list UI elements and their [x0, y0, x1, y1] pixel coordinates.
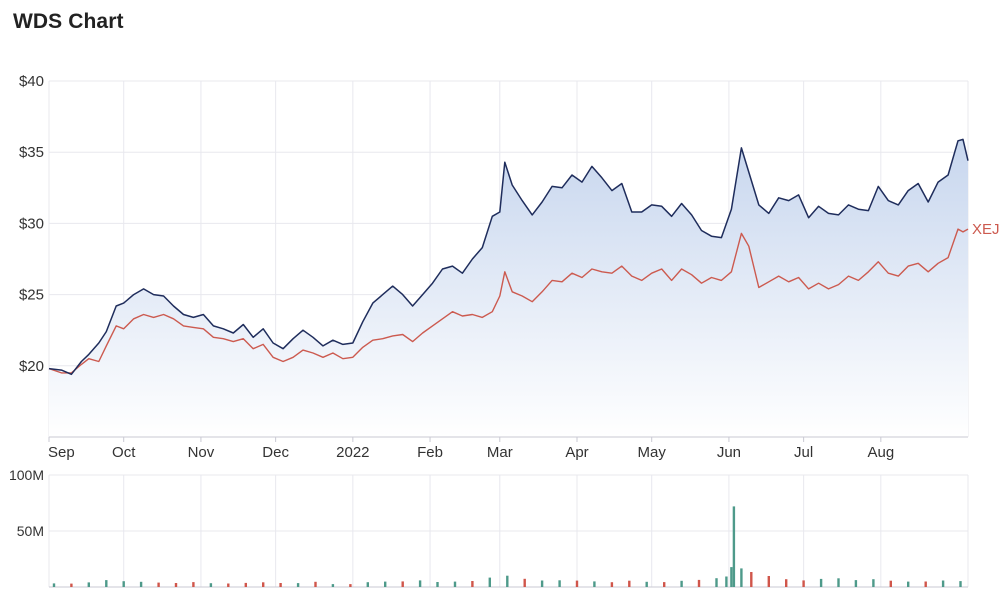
volume-bar [730, 567, 733, 587]
xej-series-label: XEJ [972, 221, 1000, 238]
volume-bar [105, 580, 108, 587]
axes: $40 $35 $30 $25 $20 Sep Oct Nov Dec 2022 Feb Mar Apr… [9, 73, 1000, 539]
volume-bar [506, 575, 509, 587]
volume-bar [837, 578, 840, 587]
volume-bar [262, 582, 265, 587]
price-area-fill [49, 139, 968, 437]
x-tick-label: Jun [717, 444, 741, 461]
price-y-tick-label: $35 [19, 144, 44, 161]
volume-bar [854, 580, 858, 587]
volume-bar [436, 582, 439, 587]
volume-bar [889, 580, 892, 587]
volume-bar [819, 578, 823, 587]
volume-bar [628, 580, 631, 587]
volume-bar [488, 577, 491, 587]
chart-title: WDS Chart [13, 10, 124, 33]
volume-bar [523, 578, 526, 587]
price-y-tick-label: $40 [19, 73, 44, 90]
volume-bar [785, 579, 788, 587]
volume-y-tick-label: 100M [9, 467, 44, 483]
x-tick-label: May [638, 444, 667, 461]
volume-bar [366, 582, 369, 587]
wds-series-line [48, 138, 969, 376]
volume-bar [349, 584, 352, 587]
volume-bar [139, 581, 143, 587]
x-tick-label: Nov [188, 444, 215, 461]
volume-bar [941, 580, 945, 587]
volume-bar [279, 583, 282, 587]
volume-bar [907, 581, 910, 587]
volume-bar [558, 580, 561, 587]
volume-bar [227, 583, 230, 587]
volume-bar [157, 582, 160, 587]
volume-bar [802, 580, 805, 587]
volume-bar [872, 579, 875, 587]
volume-bar [314, 581, 317, 587]
volume-bar [725, 576, 728, 587]
volume-bar [471, 581, 474, 587]
volume-bar [453, 581, 457, 587]
volume-bar [52, 583, 56, 587]
x-tick-label: Jul [794, 444, 813, 461]
x-tick-label: Aug [867, 444, 894, 461]
series-lines [48, 138, 969, 376]
volume-bar [732, 506, 736, 587]
xej-series-line [48, 228, 969, 374]
volume-bar [697, 579, 701, 587]
x-tick-label: Sep [48, 444, 75, 461]
volume-bar [331, 584, 335, 587]
volume-bar [192, 582, 195, 587]
price-y-tick-label: $25 [19, 287, 44, 304]
x-tick-label: Dec [262, 444, 289, 461]
volume-bar [680, 580, 683, 587]
volume-bar [87, 582, 90, 587]
volume-bar [540, 580, 544, 587]
volume-bar [924, 581, 927, 587]
price-area [49, 139, 968, 437]
volume-bar [645, 581, 648, 587]
volume-bar [593, 581, 596, 587]
volume-bar [750, 572, 753, 587]
x-tick-label: Apr [565, 444, 588, 461]
volume-bar [174, 583, 178, 587]
x-tick-label: Oct [112, 444, 136, 461]
volume-bar [575, 580, 579, 587]
volume-bar [663, 582, 666, 587]
volume-bar [384, 581, 387, 587]
volume-bar [715, 578, 718, 587]
price-y-tick-label: $20 [19, 358, 44, 375]
price-y-tick-label: $30 [19, 215, 44, 232]
volume-bar [401, 581, 404, 587]
volume-y-tick-label: 50M [17, 523, 44, 539]
volume-bar [244, 582, 247, 587]
volume-bar [767, 576, 770, 587]
x-tick-label: Mar [487, 444, 513, 461]
volume-bar [70, 583, 73, 587]
volume-bar [209, 583, 213, 587]
volume-bar [740, 568, 743, 587]
volume-bar [418, 580, 422, 587]
volume-bar [959, 581, 962, 587]
x-tick-label: 2022 [336, 444, 369, 461]
volume-bar [610, 582, 614, 587]
volume-bars [52, 506, 962, 587]
volume-bar [122, 581, 125, 587]
x-tick-label: Feb [417, 444, 443, 461]
volume-bar [296, 583, 300, 587]
